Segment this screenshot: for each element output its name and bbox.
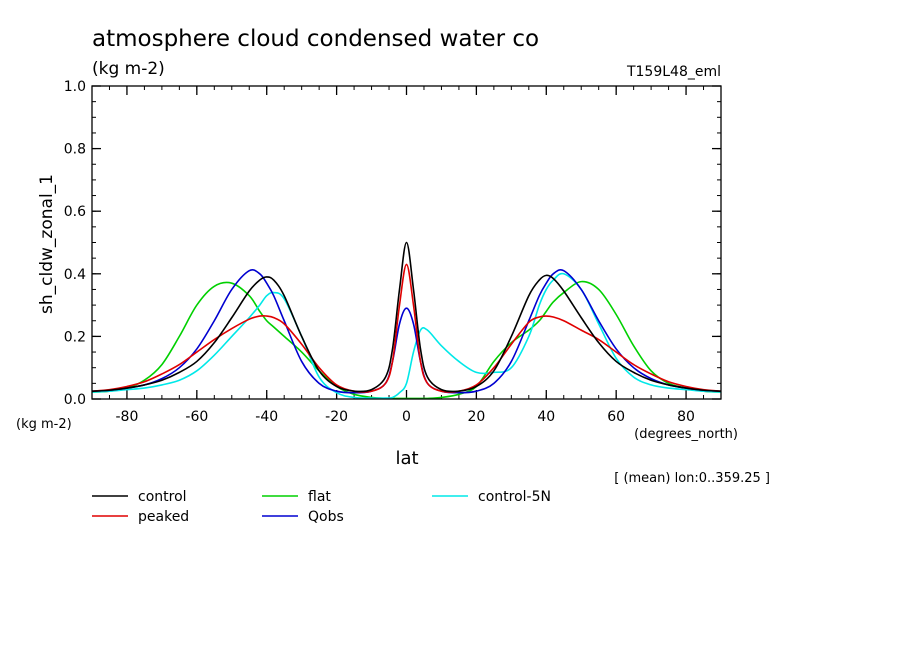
x-tick-label: 0	[402, 409, 411, 425]
y-tick-label: 0.4	[64, 267, 86, 283]
legend-label-control: control	[138, 489, 187, 505]
y-unit-label: (kg m-2)	[16, 417, 72, 432]
x-tick-label: -60	[185, 409, 208, 425]
y-tick-label: 0.8	[64, 142, 86, 158]
series-line-control-5N	[92, 272, 721, 399]
chart-title: atmosphere cloud condensed water co	[92, 26, 539, 52]
series-line-peaked	[92, 263, 721, 393]
x-tick-label: -80	[116, 409, 139, 425]
x-tick-label: 80	[677, 409, 695, 425]
legend-label-flat: flat	[308, 489, 331, 505]
y-tick-label: 1.0	[64, 79, 86, 95]
x-tick-label: 20	[467, 409, 485, 425]
x-tick-label: -40	[255, 409, 278, 425]
footnote: [ (mean) lon:0..359.25 ]	[614, 471, 770, 486]
y-tick-label: 0.6	[64, 204, 86, 220]
y-tick-label: 0.2	[64, 329, 86, 345]
legend: control peaked flat Qobs control-5N	[92, 489, 551, 525]
x-axis-label: lat	[395, 448, 418, 469]
y-tick-label: 0.0	[64, 392, 86, 408]
series-line-control	[92, 241, 721, 393]
legend-label-Qobs: Qobs	[308, 509, 344, 525]
series-line-Qobs	[92, 268, 721, 394]
x-tick-label: -20	[325, 409, 348, 425]
x-tick-label: 60	[607, 409, 625, 425]
plot-frame	[91, 85, 722, 400]
series-layer	[92, 241, 721, 399]
legend-label-control-5N: control-5N	[478, 489, 551, 505]
x-tick-label: 40	[537, 409, 555, 425]
chart-subtitle: (kg m-2)	[92, 59, 165, 79]
x-unit-label: (degrees_north)	[634, 427, 738, 442]
y-axis-label: sh_cldw_zonal_1	[37, 174, 57, 314]
run-label: T159L48_eml	[626, 64, 721, 80]
legend-label-peaked: peaked	[138, 509, 189, 525]
